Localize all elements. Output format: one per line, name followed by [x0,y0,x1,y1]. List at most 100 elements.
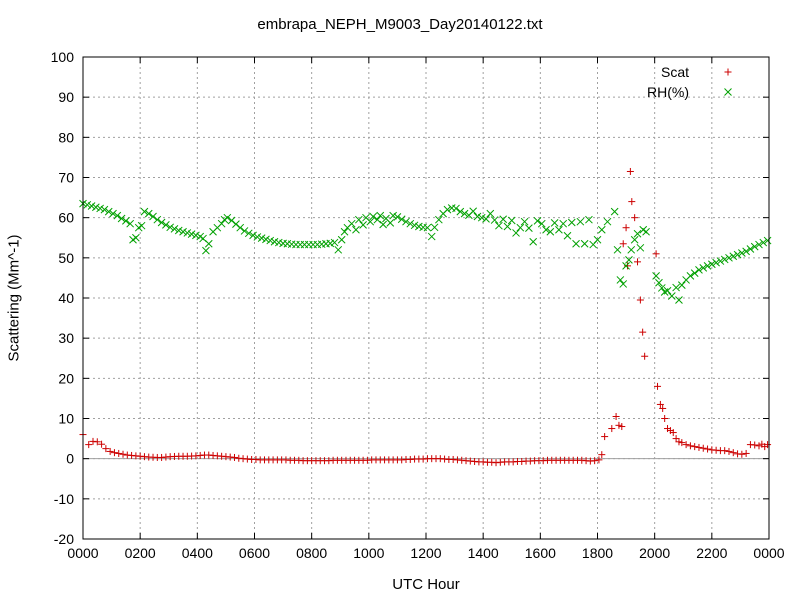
rh-point [703,262,712,270]
rh-point [122,217,130,225]
rh-point [386,219,395,227]
rh-point [699,264,708,272]
scat-point [639,328,647,336]
rh-point [354,215,363,224]
scat-point [634,258,642,266]
scat-point [742,449,750,457]
rh-point [376,211,385,220]
scat-point [661,415,669,422]
rh-point [257,234,266,243]
scat-point [764,441,772,449]
rh-point [712,258,720,267]
scat-point [641,352,649,360]
scat-point [102,445,110,453]
rh-point [559,219,568,228]
rh-point [217,219,226,228]
rh-point [555,225,563,234]
y-tick-label: 20 [58,370,74,386]
rh-point [660,288,669,296]
scat-point [615,421,623,429]
scat-point [699,444,707,452]
rh-point [393,213,402,221]
y-tick-label: 70 [58,170,74,186]
rh-point [244,229,253,238]
scat-point [98,440,106,448]
rh-point [397,215,406,224]
rh-point [337,235,346,244]
rh-point [755,240,763,249]
rh-point [542,225,550,234]
rh-point [236,223,245,232]
scat-point [678,439,686,447]
x-tick-label: 2200 [696,545,727,561]
rh-point [183,229,192,237]
rh-point [729,252,738,261]
rh-point [359,221,367,229]
rh-point [625,255,633,264]
scat-point [729,449,737,457]
rh-point [690,269,699,277]
legend-marker [724,68,732,76]
rh-point [622,262,630,270]
rh-point [675,296,683,304]
legend: Scat RH(%) [647,64,732,100]
rh-point [340,227,349,236]
rh-point [132,233,140,242]
legend-label: RH(%) [647,84,689,100]
x-tick-label: 1400 [468,545,499,561]
rh-point [126,219,135,228]
series-rh [79,199,772,304]
x-tick-label: 2000 [639,545,670,561]
rh-point [695,266,703,274]
x-tick-label: 0000 [753,545,784,561]
scat-point [675,438,683,446]
rh-point [109,209,117,218]
scat-point [85,441,93,449]
scat-point [608,425,616,433]
scat-point [230,453,238,461]
rh-point [162,221,170,229]
x-tick-label: 0400 [182,545,213,561]
rh-point [87,202,96,210]
rh-point [170,225,179,233]
rh-point [249,231,257,240]
scat-point [654,382,662,390]
rh-point [96,204,105,213]
rh-point [550,219,559,227]
rh-point [613,245,622,254]
rh-point [92,203,100,212]
rh-point [627,245,636,254]
rh-point [759,238,768,247]
scat-point [93,438,101,446]
y-axis-label: Scattering (Mm^-1) [5,234,23,362]
rh-point [716,257,725,265]
rh-point [456,207,465,216]
rh-point [642,227,650,236]
y-tick-label: 60 [58,210,74,226]
rh-point [379,220,387,229]
scat-point [725,447,733,455]
rh-point [567,218,576,227]
chart-title: embrapa_NEPH_M9003_Day20140122.txt [257,16,543,33]
scat-point [738,450,746,458]
scat-point [115,449,123,457]
scat-point [686,442,694,450]
rh-point [179,227,187,236]
legend-label: Scat [661,64,689,80]
x-tick-label: 1800 [582,545,613,561]
x-tick-label: 0800 [296,545,327,561]
x-tick-label: 0200 [125,545,156,561]
rh-point [707,260,716,269]
y-tick-label: 90 [58,89,74,105]
x-axis-ticks: 0000 0200 0400 0600 0800 1000 1200 1400 1600 1800… [67,57,785,561]
rh-point [477,213,486,222]
rh-point [113,211,122,220]
rh-point [663,286,672,295]
scat-point [591,457,599,465]
rh-point [430,223,439,232]
scat-point [624,262,632,270]
x-tick-label: 0000 [67,545,98,561]
rh-point [672,283,680,292]
scat-point [110,449,118,457]
